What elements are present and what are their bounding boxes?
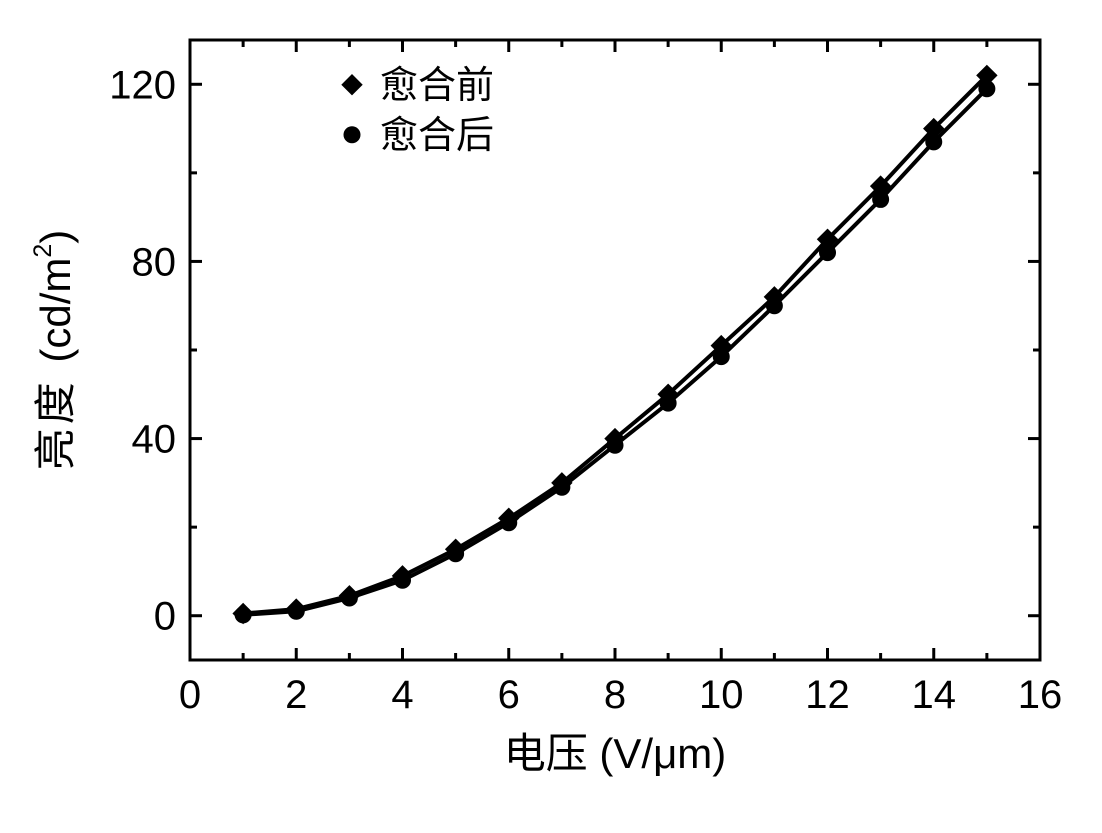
y-tick-label: 80 bbox=[132, 240, 177, 284]
x-tick-label: 8 bbox=[604, 673, 626, 717]
x-tick-label: 0 bbox=[179, 673, 201, 717]
x-tick-label: 16 bbox=[1018, 673, 1063, 717]
luminance-voltage-chart: 0 2 4 6 8 10 12 14 16 0 40 80 120 电压 (V/μm) 亮度 (cd/m2)… bbox=[0, 0, 1102, 833]
y-tick-label: 40 bbox=[132, 418, 177, 462]
y-tick-label: 0 bbox=[154, 595, 176, 639]
legend-label-1: 愈合后 bbox=[380, 115, 494, 157]
chart-container: 0 2 4 6 8 10 12 14 16 0 40 80 120 电压 (V/μm) 亮度 (cd/m2)… bbox=[0, 0, 1102, 833]
x-tick-label: 2 bbox=[285, 673, 307, 717]
y-axis-title: 亮度 (cd/m2) bbox=[29, 230, 79, 471]
y-tick-label: 120 bbox=[109, 63, 176, 107]
x-tick-label: 6 bbox=[498, 673, 520, 717]
x-tick-label: 4 bbox=[391, 673, 413, 717]
x-tick-label: 10 bbox=[699, 673, 744, 717]
x-tick-label: 14 bbox=[912, 673, 957, 717]
x-tick-label: 12 bbox=[805, 673, 850, 717]
legend-label-0: 愈合前 bbox=[380, 65, 494, 107]
x-axis-title: 电压 (V/μm) bbox=[504, 730, 727, 777]
